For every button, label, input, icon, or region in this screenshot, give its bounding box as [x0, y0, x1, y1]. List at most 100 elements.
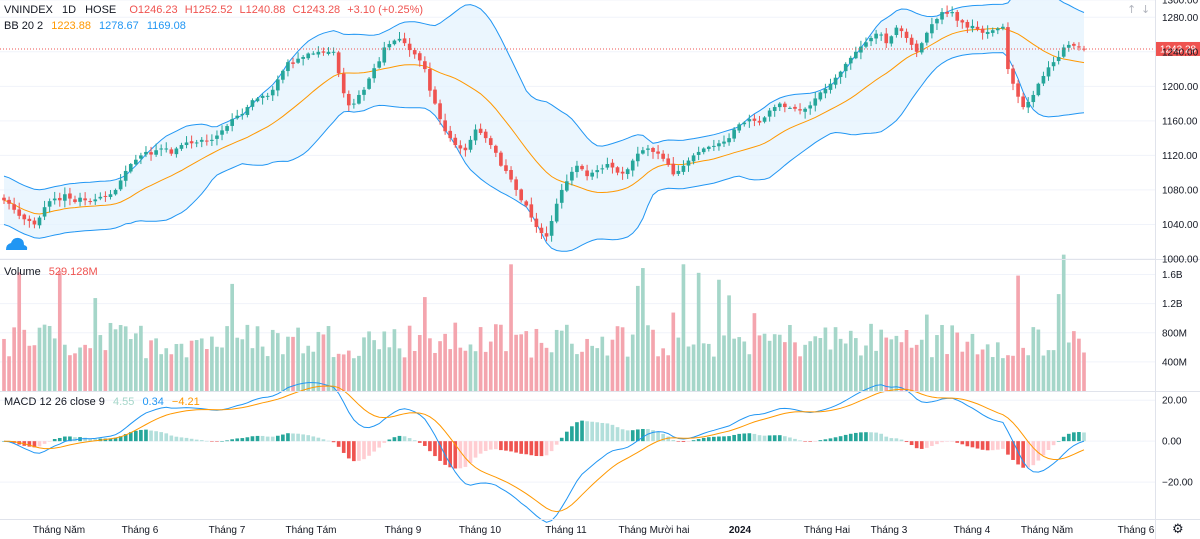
- candle-body: [407, 43, 412, 51]
- volume-bar: [52, 338, 57, 391]
- macd-histogram-bar: [1041, 441, 1046, 456]
- macd-histogram-bar: [448, 441, 453, 468]
- macd-histogram-bar: [397, 435, 402, 442]
- volume-legend[interactable]: Volume 529.128M: [4, 266, 98, 278]
- macd-histogram-bar: [113, 437, 118, 442]
- candle-body: [1072, 43, 1076, 46]
- candle: [712, 139, 716, 151]
- macd-histogram-bar: [265, 436, 270, 442]
- macd-histogram-bar: [990, 441, 995, 451]
- candle: [696, 146, 701, 161]
- candle: [519, 188, 524, 203]
- macd-legend[interactable]: MACD 12 26 close 9 4.55 0.34 −4.21: [4, 396, 200, 408]
- macd-axis[interactable]: 20.00 0.00 −20.00: [1162, 396, 1193, 489]
- candle-body: [458, 145, 463, 149]
- ohlc-close: C1243.28: [292, 4, 340, 16]
- volume-bar: [113, 329, 118, 391]
- volume-tick-label: 1.2B: [1162, 299, 1183, 310]
- candle-body: [22, 214, 27, 220]
- candle-body: [544, 233, 549, 237]
- macd-histogram-bar: [509, 441, 513, 452]
- candle: [159, 144, 164, 157]
- macd-histogram-bar: [955, 441, 960, 443]
- candle: [864, 37, 868, 49]
- time-axis[interactable]: Tháng Năm Tháng 6 Tháng 7 Tháng Tám Tháng 9 T…: [33, 525, 1155, 536]
- candle: [1056, 50, 1061, 65]
- volume-bar: [392, 329, 397, 391]
- candle: [78, 192, 82, 207]
- volume-bar: [818, 338, 823, 391]
- volume-bar: [433, 352, 437, 391]
- candle: [676, 165, 681, 176]
- candle: [488, 135, 493, 149]
- candle-body: [884, 33, 889, 44]
- macd-histogram-bar: [296, 433, 300, 442]
- volume-bar: [453, 322, 458, 391]
- volume-bar: [483, 351, 488, 391]
- bb-legend[interactable]: BB 20 2 1223.88 1278.67 1169.08: [4, 20, 186, 32]
- candle-body: [240, 113, 245, 116]
- candle-body: [281, 70, 285, 80]
- macd-histogram-bar: [37, 441, 42, 447]
- candle: [1021, 92, 1025, 110]
- tradingview-logo-icon[interactable]: [6, 237, 28, 250]
- candle: [281, 69, 285, 84]
- volume-bar: [696, 272, 701, 391]
- candle-body: [575, 165, 579, 173]
- macd-histogram-bar: [985, 441, 990, 451]
- macd-histogram-bar: [286, 433, 290, 442]
- volume-bar: [838, 338, 843, 391]
- macd-histogram-bar: [357, 441, 361, 461]
- candle: [311, 51, 316, 56]
- candle: [291, 57, 295, 69]
- macd-histogram-bar: [83, 437, 87, 442]
- volume-bar: [12, 327, 16, 391]
- candle: [321, 47, 326, 56]
- candle: [144, 146, 148, 158]
- chart-settings-button[interactable]: ⚙: [1172, 522, 1184, 537]
- candle-body: [752, 118, 757, 121]
- macd-histogram-bar: [230, 439, 234, 442]
- volume-bar: [752, 313, 757, 391]
- macd-histogram-bar: [843, 434, 848, 442]
- volume-bar: [27, 345, 32, 391]
- candle: [620, 166, 625, 180]
- scroll-down-button[interactable]: ↓: [1141, 3, 1150, 16]
- volume-axis[interactable]: 1.6B 1.2B 800M 400M: [1162, 270, 1187, 368]
- candle: [215, 130, 219, 146]
- volume-bar: [793, 342, 797, 391]
- volume-series: [2, 254, 1086, 391]
- volume-bar: [488, 341, 493, 391]
- candle-body: [717, 143, 721, 147]
- candle: [762, 116, 767, 124]
- macd-histogram-bar: [529, 441, 534, 456]
- candle: [727, 133, 731, 146]
- candlestick-series: [2, 5, 1086, 242]
- candle-body: [1041, 75, 1046, 84]
- price-axis[interactable]: 1300.00 1280.00 1240.00 1200.00 1160.00 1120.…: [1162, 0, 1199, 266]
- candle-body: [352, 103, 356, 105]
- candle: [691, 153, 696, 165]
- candle-body: [534, 218, 539, 228]
- volume-bar: [869, 323, 873, 391]
- candle: [975, 21, 980, 32]
- candle: [585, 164, 589, 181]
- candle-body: [417, 53, 422, 61]
- candle: [149, 146, 153, 161]
- volume-bar: [656, 356, 660, 391]
- svg-text:BB 20 2 1223.88 12: BB 20 2 1223.88 1278.67 1169.08: [4, 20, 186, 32]
- macd-histogram-bar: [164, 433, 169, 442]
- candle: [32, 217, 37, 229]
- candle-body: [204, 140, 209, 142]
- candle-body: [894, 27, 899, 36]
- volume-bar: [316, 331, 321, 391]
- macd-histogram-bar: [630, 430, 635, 442]
- volume-bar: [184, 357, 189, 391]
- scroll-up-button[interactable]: ↑: [1127, 3, 1136, 16]
- candle: [17, 202, 22, 220]
- candle-body: [980, 28, 985, 33]
- candle-body: [864, 42, 868, 47]
- candle: [610, 159, 615, 174]
